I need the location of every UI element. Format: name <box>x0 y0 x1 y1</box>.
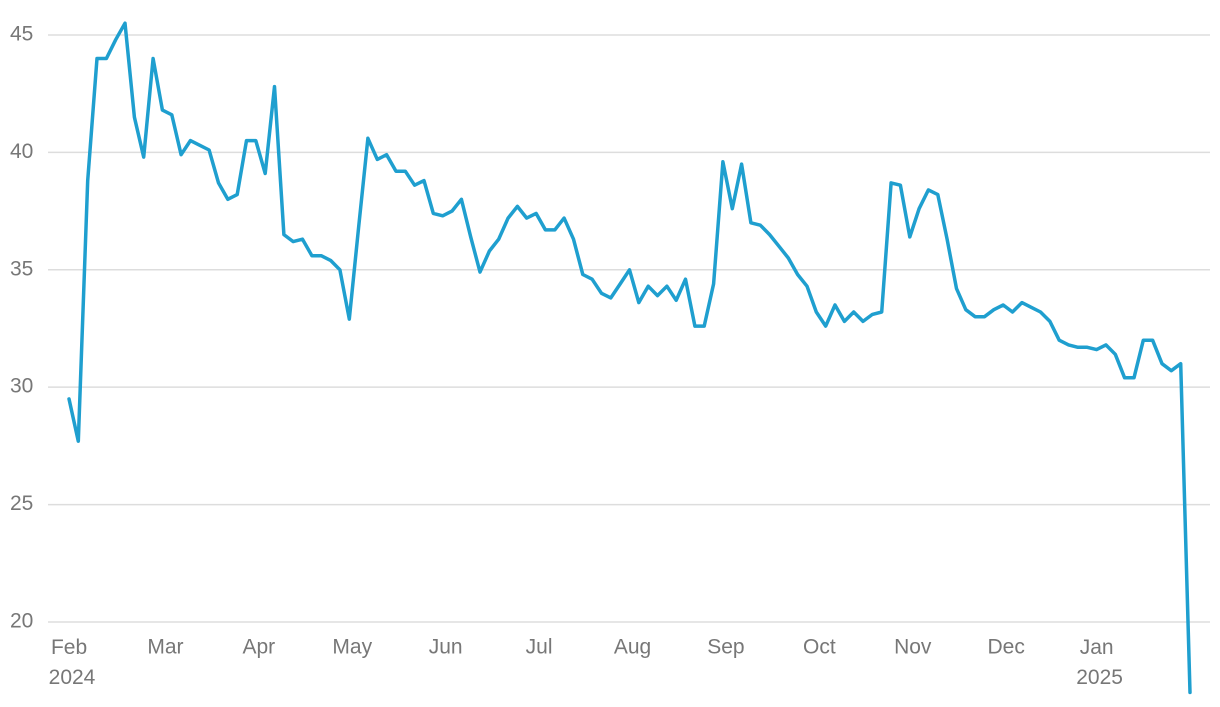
x-tick-label: Aug <box>614 636 651 659</box>
y-tick-label: 35 <box>10 257 33 280</box>
x-tick-label: Apr <box>242 636 275 659</box>
x-tick-label: Sep <box>707 636 744 659</box>
y-tick-label: 20 <box>10 610 33 633</box>
y-tick-label: 30 <box>10 375 33 398</box>
x-tick-label: Oct <box>803 636 836 659</box>
x-tick-label: Jul <box>526 636 553 659</box>
x-tick-label: Dec <box>987 636 1024 659</box>
x-tick-label: Mar <box>147 636 183 659</box>
y-tick-label: 40 <box>10 140 33 163</box>
x-tick-label: Nov <box>894 636 932 659</box>
y-tick-label: 25 <box>10 492 33 515</box>
x-tick-label: May <box>332 636 372 659</box>
y-tick-label: 45 <box>10 23 33 46</box>
x-tick-label: Jan 2025 <box>1076 636 1123 689</box>
x-tick-label: Jun <box>429 636 463 659</box>
line <box>67 21 1192 695</box>
x-tick-label: Feb 2024 <box>49 636 96 689</box>
